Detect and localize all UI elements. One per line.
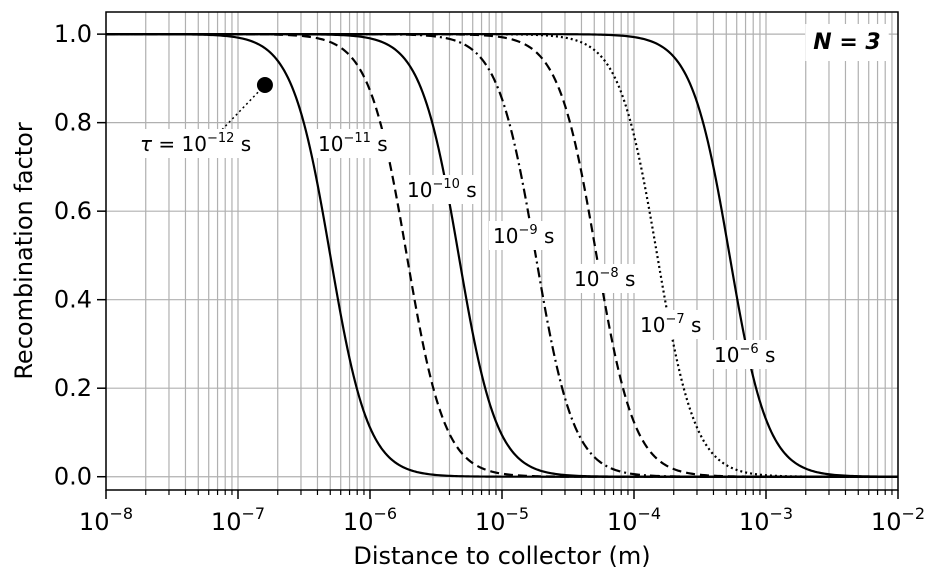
curve-label-exp: −9 bbox=[518, 223, 537, 238]
curves bbox=[106, 33, 899, 478]
n-label-bg bbox=[805, 24, 889, 61]
curve-label-base: 10 bbox=[640, 313, 665, 337]
y-tick-label: 1.0 bbox=[54, 20, 92, 48]
x-tick-exp: −3 bbox=[769, 504, 793, 523]
curve-label-text: 10−11 s bbox=[318, 131, 388, 156]
curve-label-unit: s bbox=[234, 132, 251, 156]
curve-tau-1e-9 bbox=[106, 33, 898, 478]
curve-label-base: 10 bbox=[574, 267, 599, 291]
curve-label-exp: −10 bbox=[432, 177, 459, 192]
curve-label-tau-1e-11: 10−11 s bbox=[314, 129, 392, 158]
curve-label-unit: s bbox=[371, 132, 388, 156]
curve-label-text: 10−8 s bbox=[574, 266, 635, 291]
curve-label-unit: s bbox=[685, 313, 702, 337]
x-tick-label: 10−4 bbox=[607, 504, 661, 536]
x-tick-base: 10 bbox=[607, 508, 638, 536]
curve-label-exp: −6 bbox=[739, 342, 758, 357]
curve-label-exp: −12 bbox=[207, 131, 234, 146]
x-tick-base: 10 bbox=[79, 508, 110, 536]
x-tick-base: 10 bbox=[343, 508, 374, 536]
y-tick-label: 0.4 bbox=[54, 286, 92, 314]
annotation bbox=[214, 77, 273, 138]
x-tick-label: 10−8 bbox=[79, 504, 133, 536]
curve-tau-1e-6 bbox=[106, 33, 899, 478]
n-label-text: N = 3 bbox=[813, 30, 880, 55]
x-tick-exp: −7 bbox=[241, 504, 265, 523]
y-tick-label: 0.8 bbox=[54, 109, 92, 137]
curve-label-tau-1e-12: τ = 10−12 s bbox=[136, 129, 256, 158]
x-tick-exp: −5 bbox=[505, 504, 529, 523]
grid-lines bbox=[105, 12, 899, 490]
curve-label-tau-1e-7: 10−7 s bbox=[636, 310, 706, 339]
curve-label-base: 10 bbox=[714, 343, 739, 367]
x-tick-exp: −8 bbox=[109, 504, 133, 523]
curve-label-tau-1e-6: 10−6 s bbox=[710, 340, 780, 369]
curve-label-text: 10−6 s bbox=[714, 342, 775, 367]
x-tick-label: 10−7 bbox=[211, 504, 265, 536]
curve-label-base: 10 bbox=[407, 178, 432, 202]
x-tick-label: 10−3 bbox=[739, 504, 793, 536]
curve-label-base: 10 bbox=[182, 132, 207, 156]
curve-label-text: 10−7 s bbox=[640, 312, 701, 337]
x-tick-base: 10 bbox=[211, 508, 242, 536]
curve-label-tau-1e-10: 10−10 s bbox=[403, 175, 481, 204]
x-tick-label: 10−2 bbox=[871, 504, 925, 536]
y-tick-label: 0.6 bbox=[54, 197, 92, 225]
curve-label-prefix: τ = bbox=[140, 132, 182, 156]
x-axis-label: Distance to collector (m) bbox=[353, 542, 650, 570]
x-tick-exp: −2 bbox=[901, 504, 925, 523]
curve-label-text: 10−9 s bbox=[493, 223, 554, 248]
axes: 10−8 10−7 10−6 10−5 10−4 10−3 10−20.00.20.40.6… bbox=[54, 11, 925, 536]
curve-label-tau-1e-9: 10−9 s bbox=[489, 221, 559, 250]
curve-label-exp: −7 bbox=[665, 312, 684, 327]
x-tick-base: 10 bbox=[475, 508, 506, 536]
annotation-marker bbox=[256, 77, 273, 94]
n-label: N = 3 bbox=[805, 24, 889, 61]
curve-labels: τ = 10−12 s 10−11 s10−10 s10−9 s10−8 s10−… bbox=[136, 129, 780, 369]
curve-label-bg bbox=[314, 129, 392, 158]
curve-label-bg bbox=[570, 264, 640, 293]
y-axis-label: Recombination factor bbox=[10, 122, 38, 379]
curve-label-bg bbox=[489, 221, 559, 250]
x-tick-exp: −6 bbox=[373, 504, 397, 523]
x-tick-base: 10 bbox=[739, 508, 770, 536]
curve-label-exp: −11 bbox=[343, 131, 370, 146]
x-tick-label: 10−5 bbox=[475, 504, 529, 536]
x-tick-exp: −4 bbox=[637, 504, 661, 523]
curve-label-unit: s bbox=[538, 224, 555, 248]
curve-label-tau-1e-8: 10−8 s bbox=[570, 264, 640, 293]
curve-label-exp: −8 bbox=[599, 266, 618, 281]
curve-label-text: 10−10 s bbox=[407, 177, 477, 202]
curve-label-bg bbox=[136, 129, 256, 158]
x-tick-label: 10−6 bbox=[343, 504, 397, 536]
curve-label-text: τ = 10−12 s bbox=[140, 131, 251, 156]
curve-label-unit: s bbox=[460, 178, 477, 202]
curve-label-base: 10 bbox=[493, 224, 518, 248]
x-tick-base: 10 bbox=[871, 508, 902, 536]
y-tick-label: 0.0 bbox=[54, 463, 92, 491]
curve-label-unit: s bbox=[759, 343, 776, 367]
curve-label-bg bbox=[636, 310, 706, 339]
curve-label-base: 10 bbox=[318, 132, 343, 156]
curve-label-bg bbox=[710, 340, 780, 369]
annotation-leader bbox=[214, 84, 266, 138]
y-tick-label: 0.2 bbox=[54, 374, 92, 402]
curve-label-unit: s bbox=[619, 267, 636, 291]
curve-label-bg bbox=[403, 175, 481, 204]
